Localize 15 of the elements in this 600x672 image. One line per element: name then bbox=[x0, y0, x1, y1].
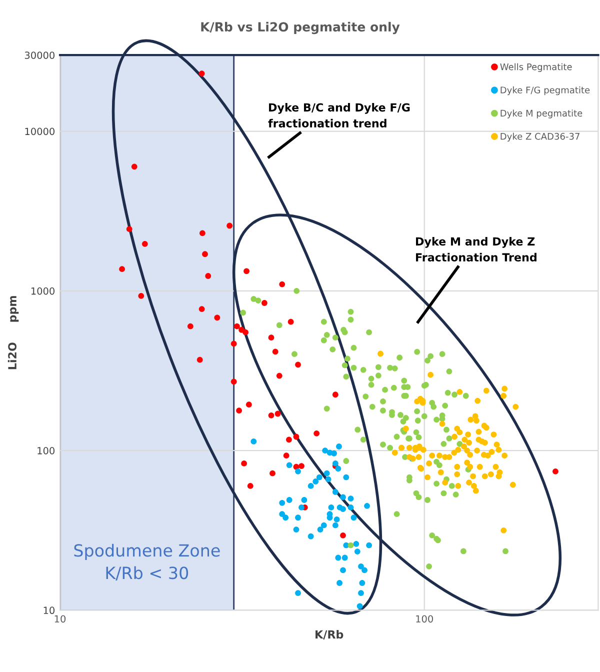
legend-label: Wells Pegmatite bbox=[500, 63, 572, 72]
y-tick-label: 1000 bbox=[31, 287, 54, 295]
legend-label: Dyke F/G pegmatite bbox=[500, 86, 590, 96]
y-tick-label: 30000 bbox=[24, 52, 54, 59]
annotation: Dyke M and Dyke Z Fractionation Trend bbox=[416, 237, 536, 262]
y-tick-label: 10 bbox=[44, 606, 54, 614]
y-axis-title: Li2O ppm bbox=[8, 296, 19, 370]
band-label: Spodumene Zone K/Rb < 30 bbox=[74, 544, 220, 581]
legend-label: Dyke M pegmatite bbox=[500, 110, 582, 118]
x-axis-title: K/Rb bbox=[316, 630, 344, 640]
y-tick-label: 100 bbox=[38, 447, 54, 454]
legend-label: Dyke Z CAD36-37 bbox=[500, 132, 580, 142]
annotation: Dyke B/C and Dyke F/G fractionation trend bbox=[268, 103, 410, 128]
chart-title: K/Rb vs Li2O pegmatite only bbox=[201, 22, 400, 34]
y-tick-label: 10000 bbox=[25, 128, 54, 136]
